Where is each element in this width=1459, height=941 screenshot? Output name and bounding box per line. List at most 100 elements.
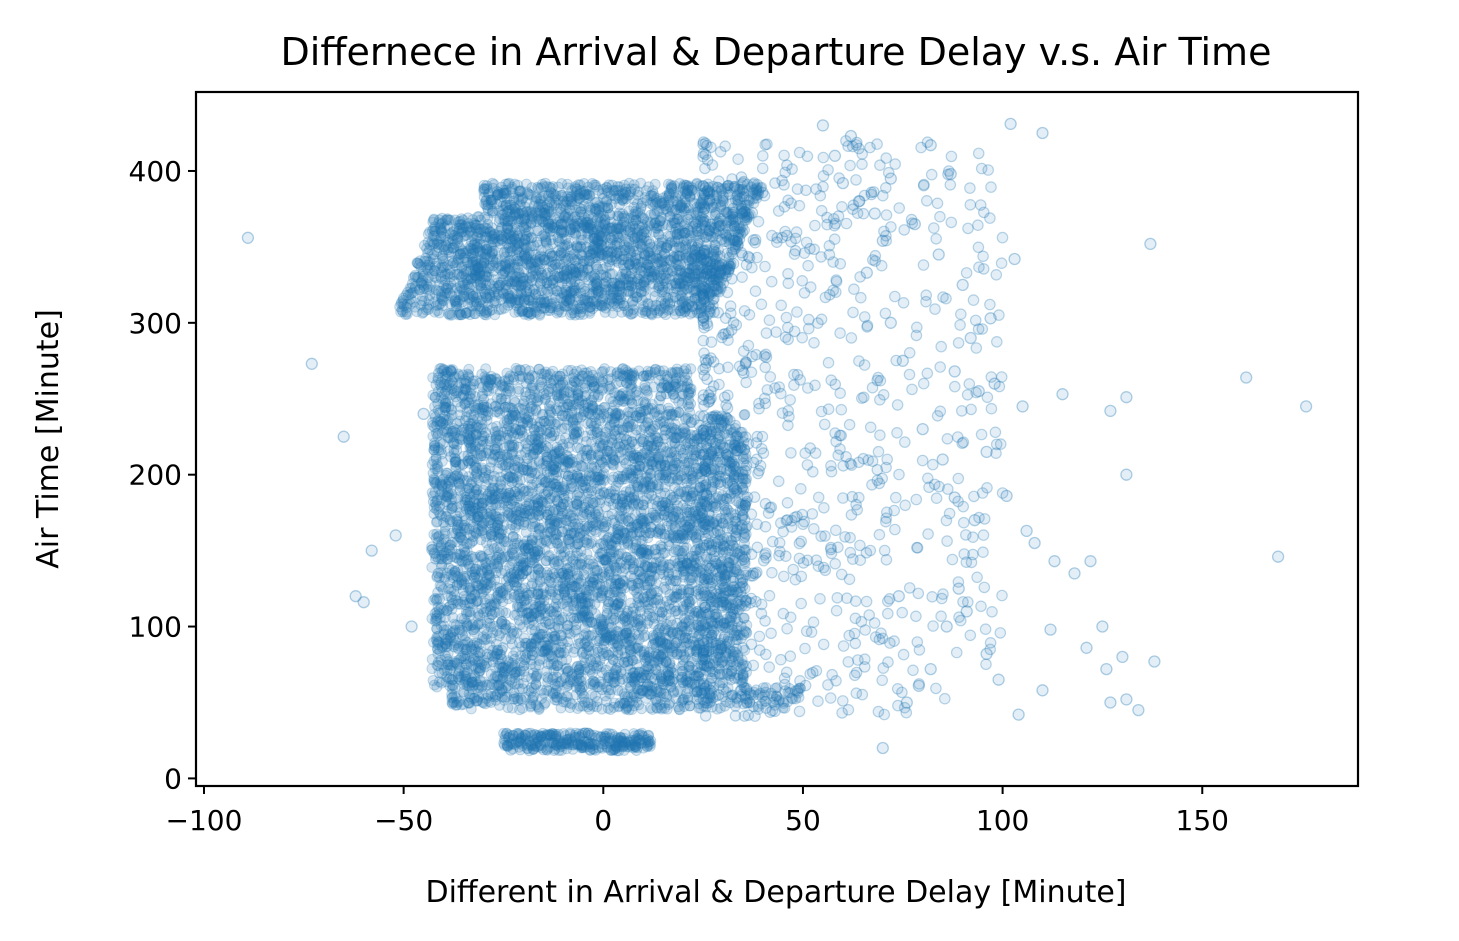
- cluster-point: [668, 251, 680, 263]
- cluster-point: [404, 282, 416, 294]
- cluster-point: [567, 263, 579, 275]
- cluster-point: [739, 409, 751, 420]
- cluster-point: [577, 266, 589, 278]
- cluster-point: [604, 216, 616, 228]
- cluster-point: [617, 229, 629, 241]
- cluster-point: [687, 283, 699, 295]
- cluster-point: [493, 216, 505, 227]
- cluster-point: [512, 191, 524, 203]
- cluster-point: [629, 223, 641, 234]
- cluster-point: [593, 238, 605, 250]
- cluster-point: [642, 298, 654, 309]
- cluster-point: [638, 225, 650, 237]
- cluster-point: [523, 226, 535, 238]
- cluster-point: [732, 240, 744, 252]
- cluster-point: [481, 231, 493, 243]
- cluster-point: [511, 279, 522, 291]
- cluster-point: [436, 293, 448, 305]
- cluster-point: [514, 303, 526, 315]
- cluster-point: [729, 211, 741, 223]
- cluster-point: [535, 195, 547, 207]
- cluster-point: [484, 262, 496, 274]
- cluster-point: [616, 286, 628, 298]
- cluster-point: [535, 244, 547, 256]
- cluster-point: [625, 308, 637, 320]
- cluster-point: [612, 277, 623, 289]
- cluster-point: [545, 220, 557, 232]
- cluster-point: [573, 192, 585, 204]
- cluster-point: [513, 294, 525, 306]
- cluster-point: [636, 221, 648, 233]
- cluster-point: [525, 308, 537, 320]
- cluster-point: [449, 295, 461, 307]
- cluster-point: [600, 281, 612, 293]
- cluster-point: [504, 293, 516, 305]
- cluster-point: [598, 210, 609, 222]
- cluster-point: [660, 242, 672, 254]
- cluster-point: [614, 245, 626, 257]
- cluster-point: [645, 266, 657, 278]
- cluster-point: [523, 294, 535, 306]
- cluster-point: [732, 194, 744, 205]
- cluster-point: [645, 197, 656, 209]
- cluster-point: [497, 235, 509, 247]
- cluster-point: [618, 239, 630, 251]
- cluster-point: [711, 250, 723, 262]
- cluster-point: [695, 290, 707, 302]
- cluster-point: [624, 224, 636, 235]
- cluster-point: [454, 308, 466, 320]
- cluster-point: [401, 302, 413, 313]
- cluster-point: [435, 239, 447, 251]
- cluster-point: [582, 262, 594, 274]
- cluster-point: [689, 292, 701, 304]
- cluster-point: [546, 260, 558, 272]
- cluster-point: [513, 306, 525, 318]
- cluster-point: [506, 183, 518, 195]
- cluster-point: [590, 287, 602, 299]
- cluster-point: [513, 215, 524, 227]
- cluster-point: [611, 293, 623, 305]
- cluster-point: [632, 186, 644, 198]
- cluster-point: [428, 249, 440, 261]
- cluster-point: [593, 285, 605, 297]
- cluster-point: [421, 262, 433, 274]
- cluster-point: [486, 177, 498, 189]
- cluster-point: [482, 292, 494, 304]
- cluster-point: [452, 296, 463, 308]
- cluster-point: [460, 247, 472, 259]
- cluster-point: [475, 283, 487, 295]
- cluster-point: [614, 181, 626, 193]
- cluster-point: [484, 289, 496, 301]
- cluster-point: [445, 247, 457, 258]
- cluster-point: [520, 221, 532, 233]
- cluster-point: [486, 248, 498, 260]
- cluster-point: [546, 256, 558, 268]
- cluster-point: [545, 182, 557, 194]
- cluster-point: [539, 253, 551, 265]
- cluster-point: [472, 270, 483, 282]
- cluster-point: [417, 290, 428, 302]
- cluster-point: [450, 259, 461, 271]
- cluster-point: [431, 305, 443, 317]
- cluster-point: [613, 192, 625, 204]
- cluster-point: [736, 208, 748, 220]
- cluster-point: [447, 229, 459, 241]
- cluster-point: [562, 178, 573, 190]
- cluster-point: [597, 269, 609, 281]
- cluster-point: [639, 249, 651, 261]
- cluster-point: [478, 184, 490, 196]
- cluster-point: [435, 230, 447, 242]
- cluster-point: [490, 254, 502, 266]
- cluster-point: [441, 287, 453, 299]
- cluster-point: [611, 221, 623, 233]
- cluster-point: [495, 260, 507, 272]
- cluster-point: [468, 308, 480, 319]
- cluster-point: [592, 236, 604, 248]
- cluster-point: [550, 289, 562, 301]
- cluster-point: [590, 179, 602, 191]
- cluster-point: [678, 284, 690, 296]
- cluster-point: [444, 214, 456, 226]
- cluster-point: [472, 230, 483, 242]
- cluster-point: [444, 309, 456, 321]
- cluster-point: [589, 298, 601, 310]
